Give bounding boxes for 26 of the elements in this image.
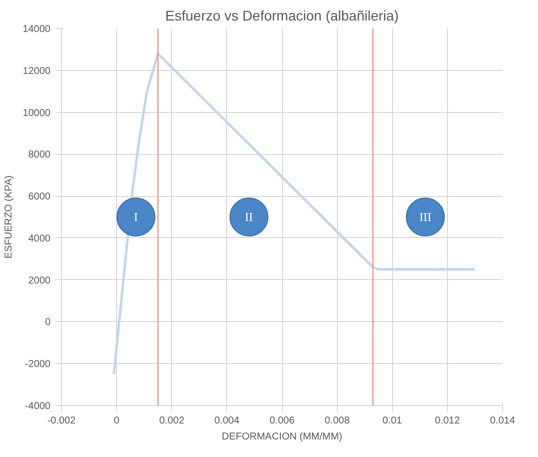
y-tick-label: 10000	[22, 108, 51, 119]
x-tick-label: 0.006	[269, 416, 295, 426]
x-axis-title: DEFORMACION (MM/MM)	[222, 432, 342, 442]
x-tick-label: 0.004	[214, 416, 240, 426]
y-tick-label: 14000	[22, 24, 51, 35]
y-tick-label: 0	[44, 317, 51, 328]
line-series	[112, 52, 476, 376]
x-tick-label: 0.014	[490, 416, 516, 426]
y-tick-label: 12000	[22, 66, 51, 77]
annotation: I	[134, 210, 138, 224]
y-tick-label: -4000	[24, 401, 51, 412]
y-tick-label: -2000	[24, 359, 51, 370]
y-axis-title: ESFUERZO (KPA)	[4, 175, 15, 259]
x-tick-label: 0.008	[324, 416, 350, 426]
x-tick-label: 0.012	[434, 416, 460, 426]
x-tick-label: 0	[114, 416, 120, 426]
annotation: III	[419, 210, 432, 224]
x-tick-label: 0.01	[382, 416, 402, 426]
x-tick-label: 0.002	[159, 416, 185, 426]
y-tick-label: 2000	[28, 275, 51, 286]
y-tick-label: 8000	[28, 150, 51, 161]
annotation: II	[244, 210, 253, 224]
y-tick-label: 6000	[28, 192, 51, 203]
y-tick-label: 4000	[28, 233, 51, 244]
chart-title: Esfuerzo vs Deformacion (albañileria)	[165, 8, 399, 24]
x-tick-label: -0.002	[47, 416, 76, 426]
